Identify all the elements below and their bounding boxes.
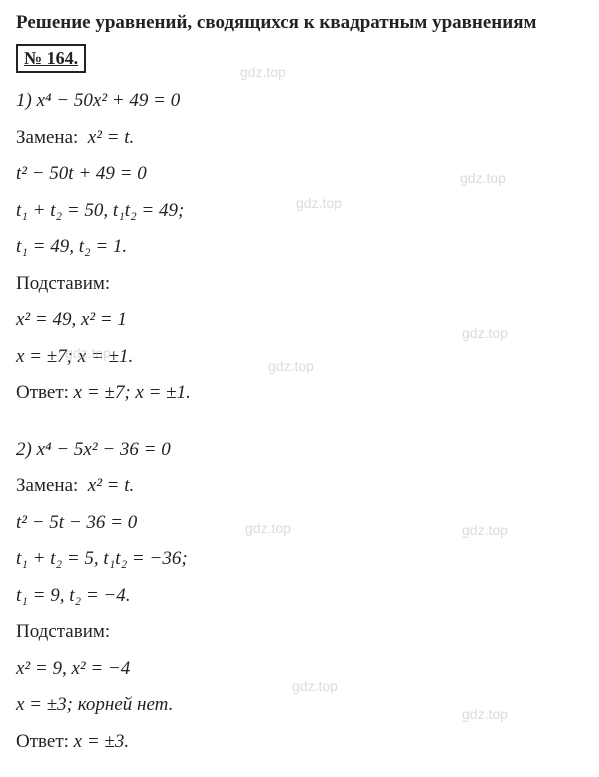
p2-answer-label: Ответ: xyxy=(16,731,69,752)
page-title: Решение уравнений, сводящихся к квадратн… xyxy=(16,12,583,34)
p1-substitution: x² = t. xyxy=(88,127,134,148)
p2-equation: 2) x⁴ − 5x² − 36 = 0 xyxy=(16,436,583,465)
p2-answer-line: Ответ: x = ±3. xyxy=(16,728,583,757)
p2-substitution-line: Замена: x² = t. xyxy=(16,472,583,501)
p2-step2: t₁ + t₂ = 5, t₁t₂ = −36; xyxy=(16,545,583,574)
p1-step2: t₁ + t₂ = 50, t₁t₂ = 49; xyxy=(16,197,583,226)
p1-step1: t² − 50t + 49 = 0 xyxy=(16,160,583,189)
watermark: gdz.top xyxy=(240,64,286,80)
p1-substitution-label: Замена: xyxy=(16,127,78,148)
p2-substitution-label: Замена: xyxy=(16,475,78,496)
problem-number: № 164. xyxy=(16,44,86,73)
p1-answer-line: Ответ: x = ±7; x = ±1. xyxy=(16,379,583,408)
p2-answer: x = ±3. xyxy=(74,731,129,752)
p1-step4: x² = 49, x² = 1 xyxy=(16,306,583,335)
p1-answer: x = ±7; x = ±1. xyxy=(74,382,191,403)
p2-step1: t² − 5t − 36 = 0 xyxy=(16,509,583,538)
p1-step5: x = ±7; x = ±1. xyxy=(16,343,583,372)
p1-equation: 1) x⁴ − 50x² + 49 = 0 xyxy=(16,87,583,116)
p2-substitution: x² = t. xyxy=(88,475,134,496)
p2-step3: t₁ = 9, t₂ = −4. xyxy=(16,582,583,611)
p1-answer-label: Ответ: xyxy=(16,382,69,403)
p2-step4: x² = 9, x² = −4 xyxy=(16,655,583,684)
p1-substitution-line: Замена: x² = t. xyxy=(16,124,583,153)
p1-back-label: Подставим: xyxy=(16,270,583,299)
p1-step3: t₁ = 49, t₂ = 1. xyxy=(16,233,583,262)
p2-step5: x = ±3; корней нет. xyxy=(16,691,583,720)
p2-back-label: Подставим: xyxy=(16,618,583,647)
